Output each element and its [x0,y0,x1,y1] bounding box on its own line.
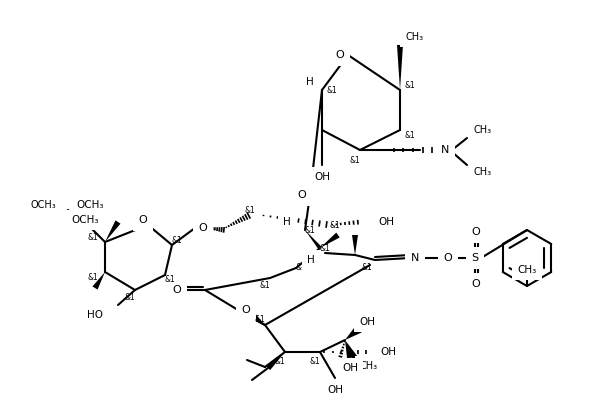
Polygon shape [397,45,403,90]
Text: &1: &1 [320,243,330,253]
Text: O: O [472,279,480,289]
Text: &1: &1 [295,264,307,272]
Text: &1: &1 [244,206,255,215]
Text: &1: &1 [404,80,416,89]
Text: N: N [441,145,449,155]
Text: &1: &1 [362,264,372,272]
Text: &1: &1 [165,276,175,285]
Polygon shape [345,340,358,359]
Polygon shape [352,235,358,255]
Polygon shape [266,352,285,370]
Text: &1: &1 [327,86,337,94]
Text: OCH₃: OCH₃ [76,200,104,210]
Text: O: O [139,215,147,225]
Text: O: O [336,50,345,60]
Polygon shape [345,323,362,340]
Text: &1: &1 [275,358,285,367]
Text: OH: OH [314,172,330,182]
Text: H: H [306,77,314,87]
Text: H: H [283,217,291,227]
Polygon shape [305,230,321,249]
Text: &1: &1 [310,358,320,367]
Text: OH: OH [380,347,396,357]
Text: O: O [173,285,181,295]
Text: N: N [411,253,419,263]
Text: OH: OH [327,385,343,395]
Polygon shape [345,328,362,340]
Text: H: H [307,255,315,265]
Text: &1: &1 [350,155,361,164]
Text: &1: &1 [88,272,98,281]
Text: HO: HO [87,310,103,320]
Text: CH₃: CH₃ [517,265,536,275]
Text: ///OH: ///OH [375,217,400,227]
Text: &1: &1 [255,316,265,325]
Polygon shape [105,220,121,242]
Text: CH₃: CH₃ [473,167,491,177]
Text: CH₃: CH₃ [360,361,378,371]
Text: OH: OH [378,217,394,227]
Text: OH: OH [342,363,358,373]
Text: O: O [298,190,307,200]
Text: &1: &1 [172,236,182,244]
Text: OCH₃: OCH₃ [71,215,99,225]
Text: &1: &1 [305,225,316,234]
Text: &1: &1 [330,220,340,229]
Text: O: O [242,305,250,315]
Text: OH: OH [359,317,375,327]
Text: &1: &1 [88,232,98,241]
Text: CH₃: CH₃ [473,125,491,135]
Polygon shape [92,272,105,290]
Text: S: S [471,253,478,263]
Text: O: O [199,223,207,233]
Polygon shape [320,232,340,248]
Text: OCH₃: OCH₃ [30,200,56,210]
Text: CH₃: CH₃ [405,32,423,42]
Text: &1: &1 [404,131,416,140]
Text: O: O [443,253,452,263]
Polygon shape [248,310,265,325]
Text: O: O [472,227,480,237]
Text: &1: &1 [260,281,271,290]
Text: &1: &1 [125,293,136,302]
Polygon shape [345,340,353,359]
Text: O: O [76,212,85,222]
